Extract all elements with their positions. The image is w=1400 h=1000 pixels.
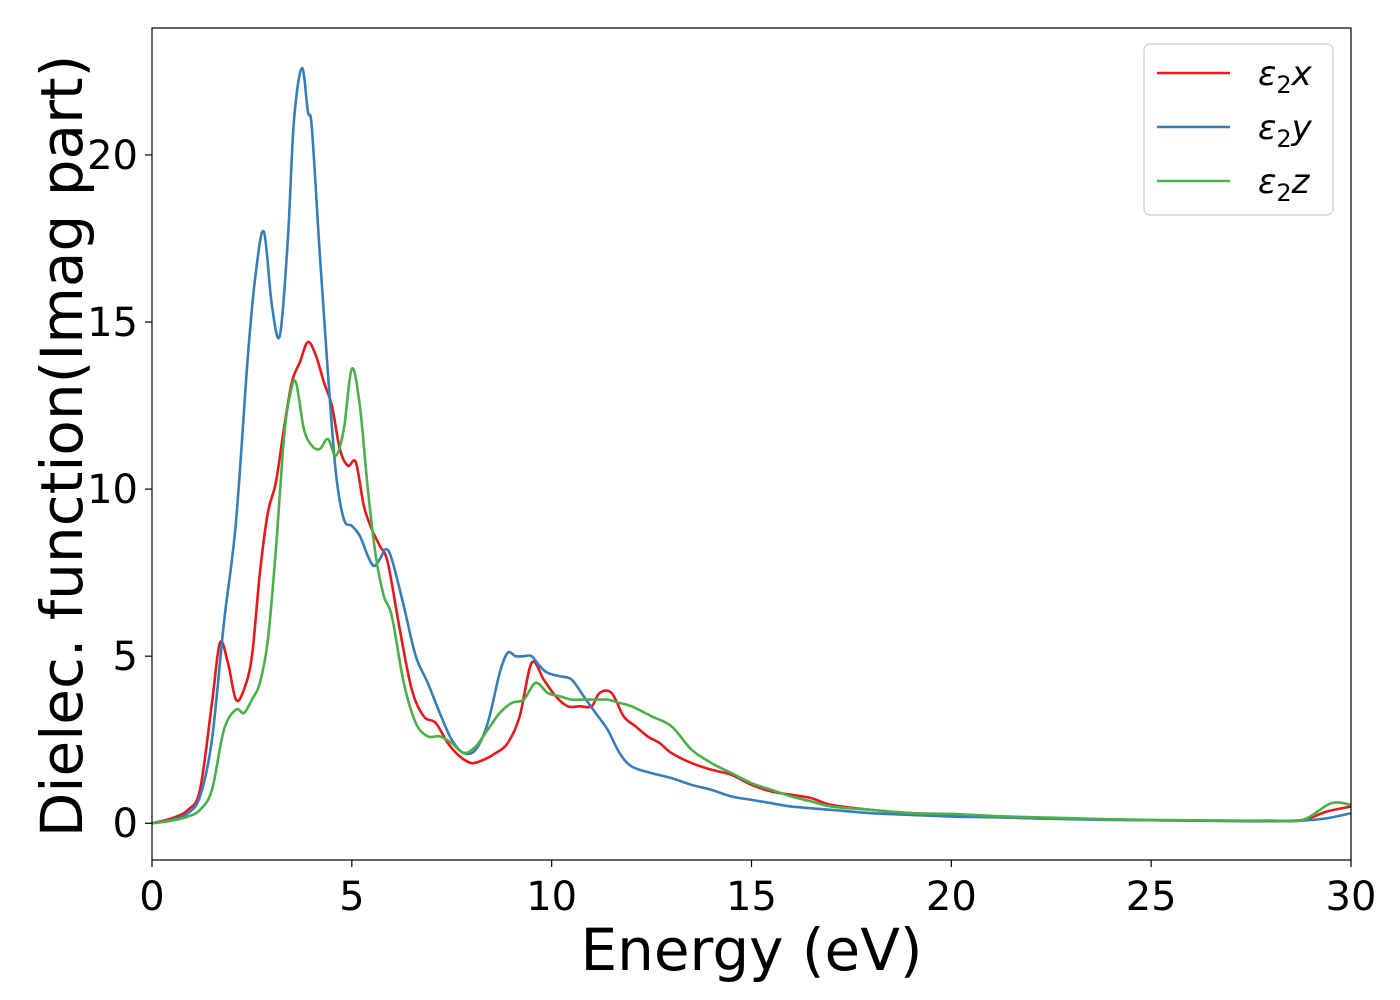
- x-tick-label: 0: [139, 874, 164, 920]
- x-tick-label: 25: [1126, 874, 1177, 920]
- x-tick-label: 15: [726, 874, 777, 920]
- y-axis-label: Dielec. function(Imag part): [28, 55, 96, 838]
- x-tick-label: 5: [339, 874, 364, 920]
- y-tick-label: 0: [113, 801, 138, 847]
- x-tick-label: 20: [926, 874, 977, 920]
- y-tick-label: 5: [113, 634, 138, 680]
- x-axis-label: Energy (eV): [580, 916, 922, 984]
- x-tick-label: 30: [1326, 874, 1377, 920]
- x-tick-label: 10: [526, 874, 577, 920]
